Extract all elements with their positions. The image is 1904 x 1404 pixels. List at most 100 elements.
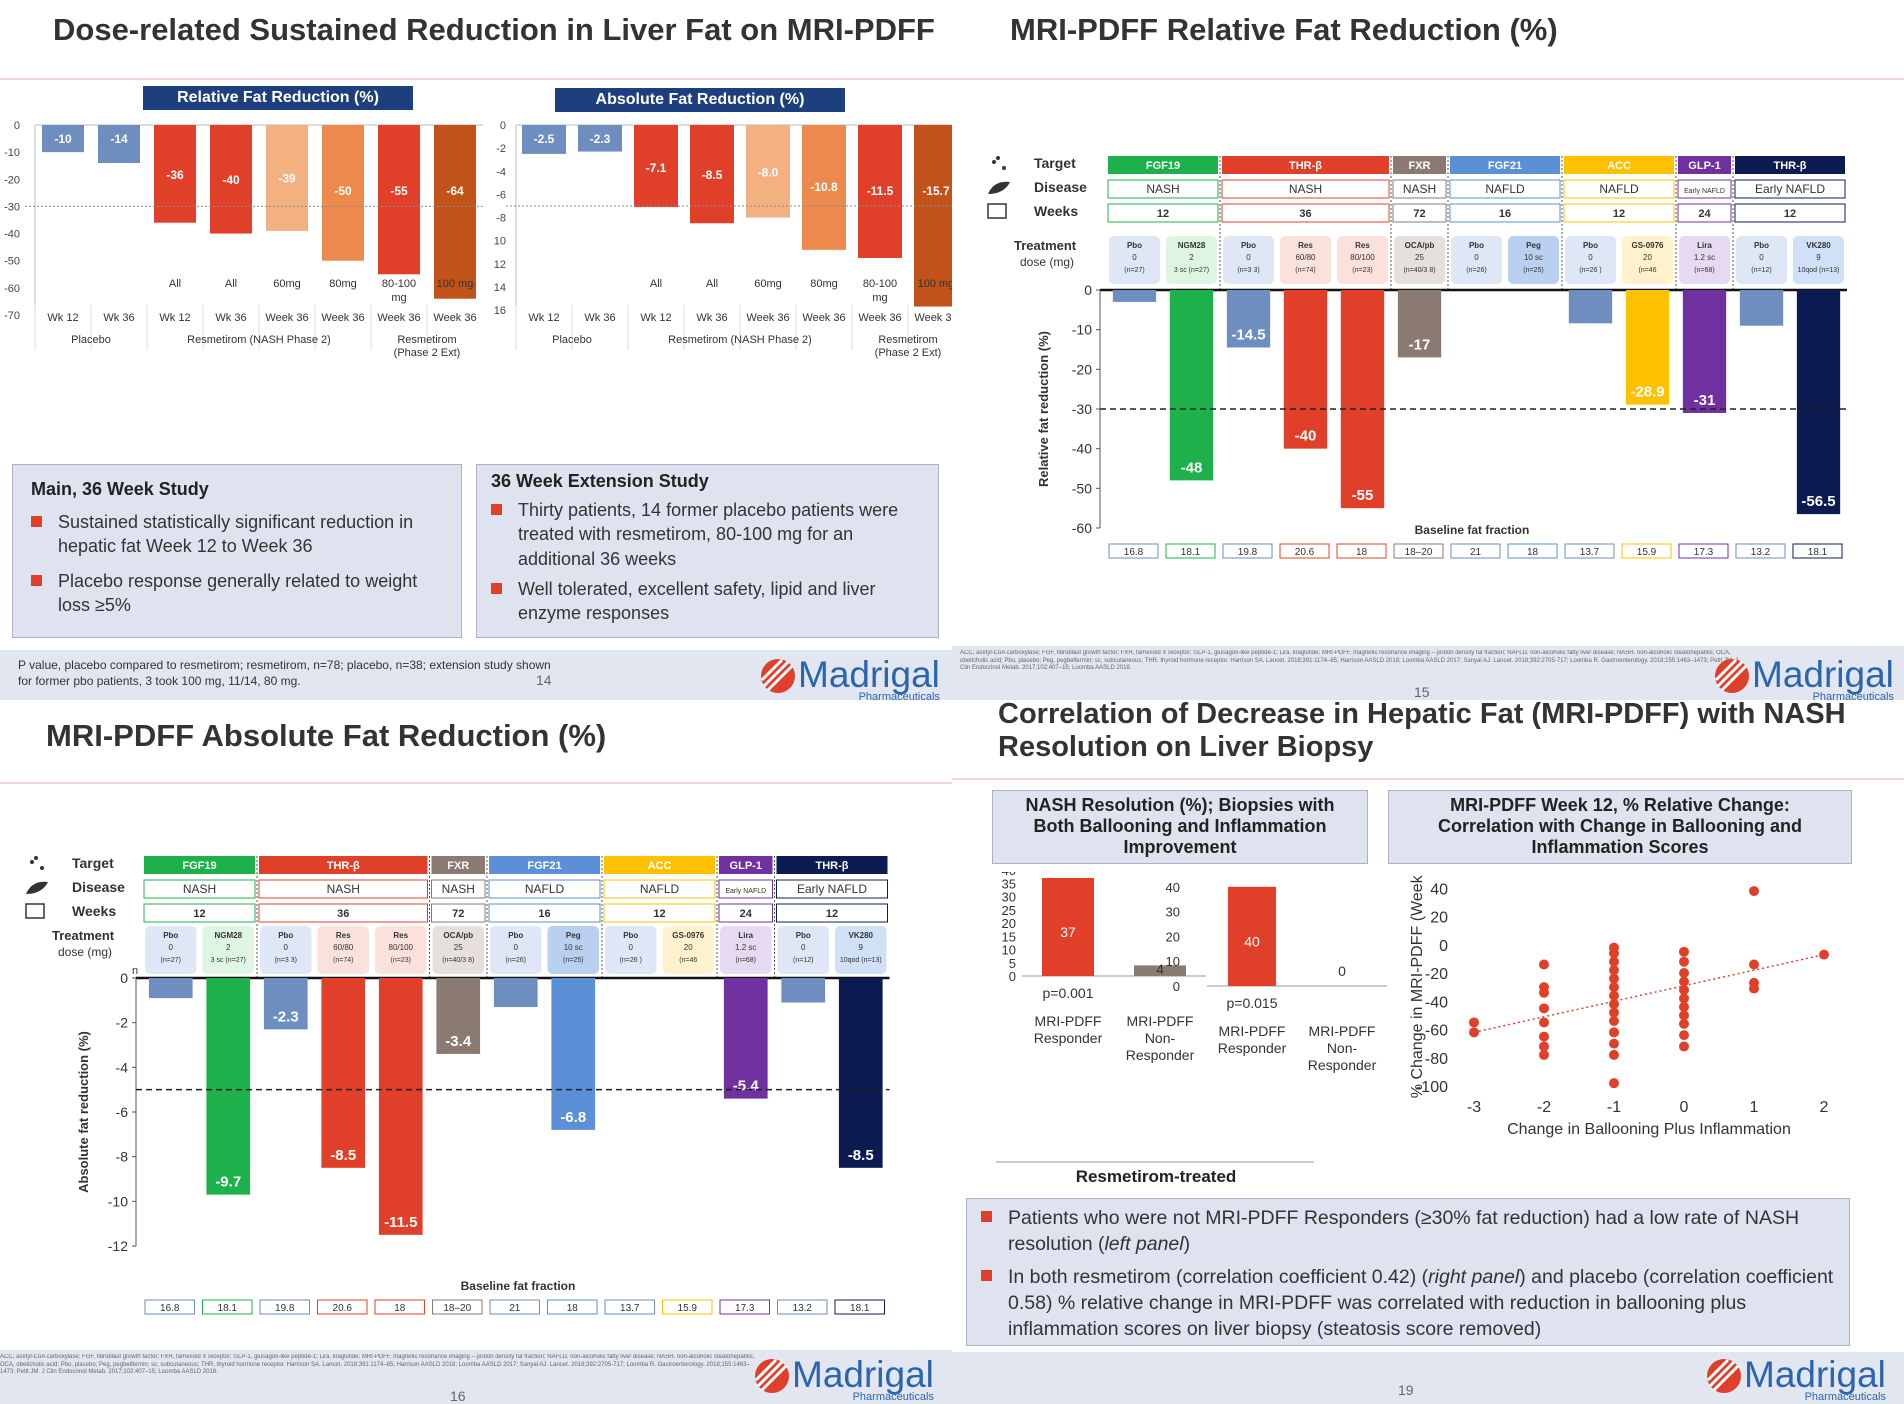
- bar-value-label: -7.1: [646, 161, 667, 175]
- x-category-label: Non-: [1145, 1030, 1176, 1046]
- treatment-dose: 0: [284, 943, 289, 952]
- scatter-point: [1609, 965, 1619, 976]
- bar: [1042, 877, 1094, 976]
- y-axis-label: Relative fat reduction (%): [1036, 331, 1051, 487]
- disease-box: [258, 879, 428, 899]
- x-category-label: MRI-PDFF: [1127, 1013, 1194, 1029]
- weeks-box: [603, 903, 716, 923]
- bar: [1228, 886, 1276, 986]
- y-tick-label: 30: [1166, 905, 1180, 920]
- scatter-point: [1679, 984, 1689, 995]
- treatment-box: [490, 926, 542, 974]
- x-category-label: MRI-PDFF: [1035, 1013, 1102, 1029]
- treatment-dose: 25: [454, 943, 463, 952]
- y-tick-label: -40: [4, 229, 20, 241]
- calendar-icon: [987, 203, 1007, 219]
- bar: [578, 125, 622, 152]
- treatment-box: [1793, 236, 1844, 284]
- bar: [210, 125, 252, 234]
- bar-value-label: -17: [1409, 336, 1431, 353]
- treatment-n: (n=40/3 8): [442, 957, 474, 964]
- bar: [838, 978, 883, 1168]
- baseline-box: [1735, 543, 1786, 559]
- target-header-label: THR-β: [816, 860, 849, 872]
- treatment-n: (n=23): [1352, 267, 1372, 274]
- x-tick-label: -3: [1467, 1099, 1481, 1116]
- disease-label: NASH: [327, 882, 360, 896]
- treatment-dose: 0: [1759, 253, 1764, 262]
- treatment-name: Pbo: [1241, 241, 1256, 250]
- bar: [1226, 290, 1271, 348]
- treatment-name: Peg: [566, 931, 581, 940]
- bar-value-label: -64: [446, 184, 464, 198]
- slide-19-charts: NASH Resolution (%)051015202530354037p=0…: [996, 872, 1829, 1182]
- treatment-name: Pbo: [1469, 241, 1484, 250]
- baseline-box: [662, 1299, 713, 1315]
- weeks-label: 16: [538, 908, 550, 920]
- target-header-label: FXR: [1409, 160, 1431, 172]
- treatment-name: Res: [1355, 241, 1370, 250]
- y-tick-label: 35: [1002, 876, 1016, 891]
- treatment-name: Pbo: [1754, 241, 1769, 250]
- weeks-label: 24: [1698, 208, 1711, 220]
- bar-value-label: -31: [1694, 392, 1716, 409]
- x-category-label: Responder: [1126, 1047, 1195, 1063]
- x-category-label: Week 36: [265, 312, 308, 324]
- disease-box: [1563, 179, 1675, 199]
- baseline-box: [777, 1299, 828, 1315]
- disease-box: [143, 879, 256, 899]
- baseline-value: 19.8: [275, 1303, 295, 1314]
- bar-value-label: -2.3: [273, 1008, 299, 1025]
- treatment-box: [777, 926, 829, 974]
- group-label: Placebo: [71, 334, 111, 346]
- treatment-box: [605, 926, 657, 974]
- bar: [746, 125, 790, 218]
- baseline-value: 15.9: [1637, 547, 1657, 558]
- weeks-label: 12: [653, 908, 665, 920]
- y-tick-label: 5: [1009, 956, 1016, 971]
- bar-value-label: -2.5: [534, 132, 555, 146]
- weeks-label: 12: [1613, 208, 1625, 220]
- baseline-box: [547, 1299, 598, 1315]
- x-category-label: Week 36: [858, 312, 901, 324]
- y-tick-label: 0: [1009, 969, 1016, 984]
- baseline-value: 16.8: [1124, 547, 1144, 558]
- bar-value-label: -8.5: [330, 1147, 356, 1164]
- bar: [148, 978, 193, 999]
- y-tick-label: 14: [494, 282, 506, 294]
- x-tick-label: 2: [1820, 1099, 1829, 1116]
- scatter-point: [1609, 1016, 1619, 1027]
- treatment-box: [1280, 236, 1331, 284]
- x-category-label: Responder: [1308, 1057, 1377, 1073]
- y-tick-label: 16: [494, 305, 506, 317]
- scatter-point: [1609, 999, 1619, 1010]
- y-tick-label: -30: [1072, 401, 1092, 417]
- treatment-box: [432, 926, 484, 974]
- y-tick-label: -60: [1072, 520, 1092, 536]
- baseline-value: 18.1: [218, 1303, 238, 1314]
- bar-value-label: -9.7: [215, 1174, 241, 1191]
- bar-value-label: -11.5: [384, 1214, 417, 1231]
- treatment-n: (n=26 ): [620, 957, 642, 964]
- y-tick-label: -6: [116, 1104, 129, 1120]
- disease-label: NASH: [442, 882, 475, 896]
- y-tick-label: -70: [4, 310, 20, 322]
- treatment-name: NGM28: [1178, 241, 1206, 250]
- dose-label: mg: [391, 292, 406, 304]
- bar: [1112, 290, 1157, 302]
- bar-value-label: -48: [1181, 459, 1203, 476]
- bar-value-label: -8.4: [1578, 326, 1605, 343]
- target-header: [1450, 156, 1560, 174]
- absolute-chart-header: Absolute Fat Reduction (%): [555, 88, 845, 112]
- target-header-label: FGF21: [527, 860, 561, 872]
- weeks-label: 72: [452, 908, 464, 920]
- target-header: [1564, 156, 1674, 174]
- treatment-box: [720, 926, 772, 974]
- treatment-dose: 25: [1415, 253, 1424, 262]
- bar-value-label: -9: [1755, 329, 1768, 346]
- treatment-dose: 0: [1246, 253, 1251, 262]
- title-divider: [952, 78, 1904, 80]
- disease-icon: [988, 181, 1010, 194]
- slide-16-title: MRI-PDFF Absolute Fat Reduction (%): [46, 718, 607, 753]
- p-value: p=0.015: [1227, 995, 1278, 1011]
